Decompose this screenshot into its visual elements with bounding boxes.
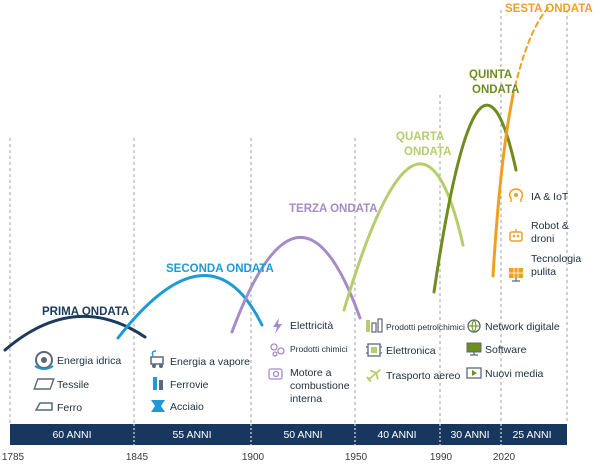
robot-icon: [509, 229, 523, 242]
wave-2-curve: [116, 274, 264, 340]
media-play-icon: [466, 367, 482, 379]
ai-head-icon: [508, 188, 524, 202]
wave-6-curve-solid: [491, 93, 515, 278]
wave-3-items: Elettricità Prodotti chimici Motore a co…: [268, 318, 350, 405]
duration-40-anni: 40 ANNI: [377, 429, 416, 441]
item-tecnologia-line1: Tecnologia: [531, 253, 581, 265]
year-1950: 1950: [345, 452, 368, 463]
year-1785: 1785: [2, 452, 25, 463]
duration-bar-background: [10, 424, 567, 445]
item-nuovi-media: Nuovi media: [485, 368, 544, 380]
duration-bar: 60 ANNI 55 ANNI 50 ANNI 40 ANNI 30 ANNI …: [10, 424, 567, 445]
year-1845: 1845: [126, 452, 149, 463]
wave-6-curve-dashed: [512, 7, 549, 96]
item-motore-line3: interna: [290, 393, 322, 405]
wave-2-label: SECONDA ONDATA: [166, 263, 274, 275]
item-elettricita: Elettricità: [290, 320, 333, 332]
wave-5-label-line1: QUINTA: [469, 69, 512, 81]
wave-4-label-line2: ONDATA: [404, 146, 451, 158]
item-ferrovie: Ferrovie: [170, 379, 209, 391]
water-wheel-icon: [34, 351, 54, 370]
duration-30-anni: 30 ANNI: [450, 429, 489, 441]
year-2020: 2020: [493, 452, 516, 463]
item-prodotti-chimici: Prodotti chimici: [290, 344, 348, 354]
item-prodotti-petrolchimici: Prodotti petrolchimici: [386, 322, 465, 332]
wave-2-items: Energia a vapore Ferrovie Acciaio: [150, 350, 250, 413]
year-1900: 1900: [242, 452, 265, 463]
wave-3-curve: [230, 236, 362, 334]
wave-4-items: Prodotti petrolchimici Elettronica Trasp…: [366, 318, 465, 383]
item-software: Software: [485, 344, 527, 356]
textile-icon: [33, 378, 55, 390]
steel-icon: [151, 400, 165, 412]
year-axis: 1785 1845 1900 1950 1990 2020: [2, 452, 516, 463]
wave-curves: [3, 7, 549, 352]
duration-55-anni: 55 ANNI: [172, 429, 211, 441]
network-icon: [467, 319, 481, 333]
item-robot-line2: droni: [531, 233, 554, 245]
item-tessile: Tessile: [57, 379, 89, 391]
wave-1-curve: [3, 314, 147, 352]
engine-icon: [268, 368, 283, 380]
duration-60-anni: 60 ANNI: [52, 429, 91, 441]
wave-5-curve: [432, 103, 518, 294]
wave-1-items: Energia idrica Tessile Ferro: [33, 351, 121, 414]
duration-50-anni: 50 ANNI: [283, 429, 322, 441]
wave-5-label-line2: ONDATA: [472, 84, 519, 96]
item-robot-line1: Robot &: [531, 220, 569, 232]
wave-6-label: SESTA ONDATA: [505, 3, 593, 15]
duration-25-anni: 25 ANNI: [512, 429, 551, 441]
item-ia-iot: IA & IoT: [531, 191, 569, 203]
software-monitor-icon: [466, 342, 482, 356]
petrochemical-icon: [366, 318, 383, 333]
item-acciaio: Acciaio: [170, 401, 204, 413]
item-energia-idrica: Energia idrica: [57, 355, 121, 367]
item-trasporto-aereo: Trasporto aereo: [386, 370, 460, 382]
chemicals-icon: [270, 343, 285, 357]
wave-4-curve: [342, 162, 465, 312]
item-network-digitale: Network digitale: [485, 321, 560, 333]
item-ferro: Ferro: [57, 402, 82, 414]
item-elettronica: Elettronica: [386, 345, 436, 357]
item-motore-line1: Motore a: [290, 367, 332, 379]
wave-4-label-line1: QUARTA: [396, 131, 444, 143]
electricity-icon: [273, 318, 282, 334]
item-energia-a-vapore: Energia a vapore: [170, 356, 250, 368]
solar-panel-icon: [509, 268, 523, 282]
wave-3-label: TERZA ONDATA: [289, 203, 378, 215]
steam-engine-icon: [150, 350, 164, 368]
item-tecnologia-line2: pulita: [531, 266, 556, 278]
iron-ingot-icon: [34, 402, 53, 411]
wave-1-label: PRIMA ONDATA: [42, 306, 129, 318]
year-1990: 1990: [430, 452, 453, 463]
wave-5-items: Network digitale Software Nuovi media: [466, 319, 560, 380]
railway-icon: [153, 377, 163, 390]
airplane-icon: [366, 369, 381, 383]
wave-6-items: IA & IoT Robot & droni Tecnologia pulita: [508, 188, 581, 282]
electronics-chip-icon: [366, 343, 382, 357]
item-motore-line2: combustione: [290, 380, 350, 392]
